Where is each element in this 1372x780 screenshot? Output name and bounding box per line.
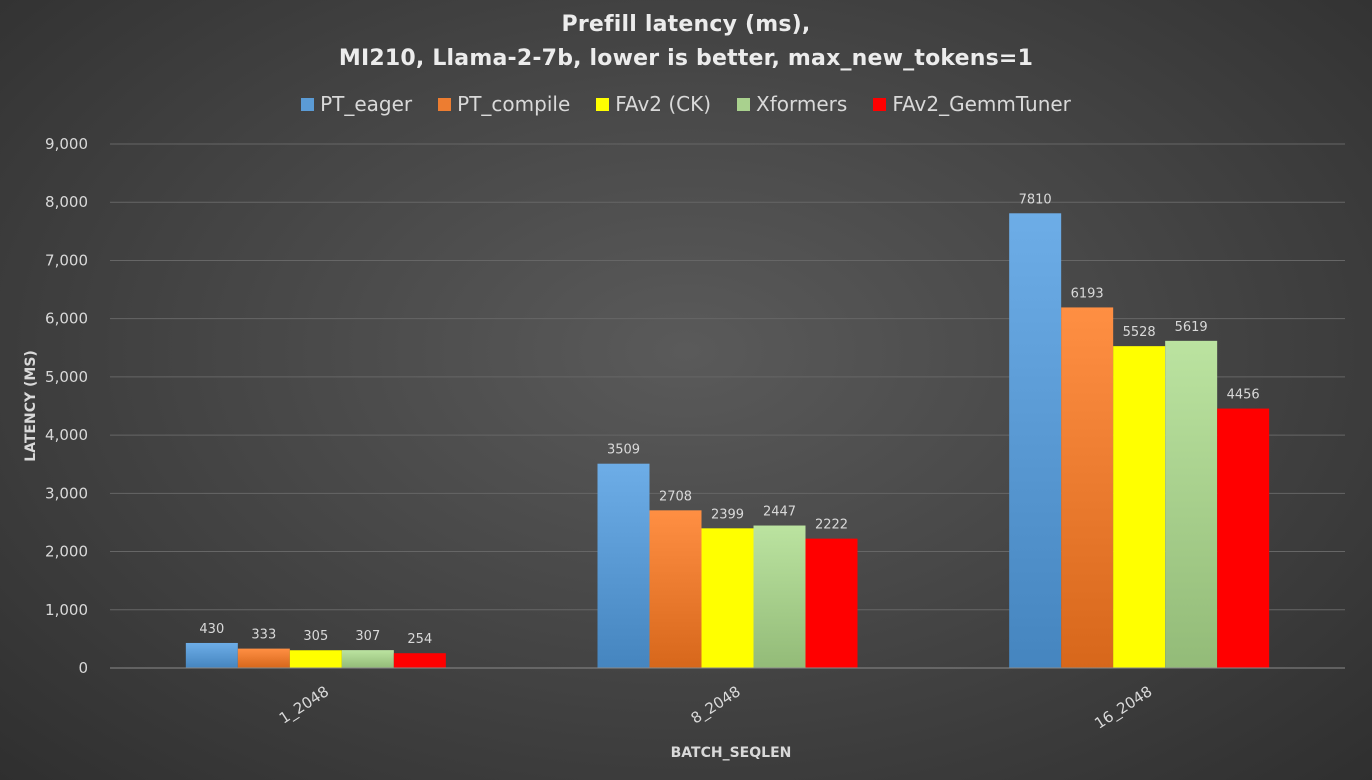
- legend-label: PT_compile: [457, 92, 571, 116]
- legend-item: FAv2_GemmTuner: [873, 92, 1071, 116]
- legend-label: FAv2 (CK): [615, 92, 712, 116]
- bar: [341, 650, 394, 668]
- data-label: 333: [251, 628, 276, 643]
- data-label: 2708: [659, 489, 692, 504]
- bar: [805, 538, 858, 668]
- x-category-label: 1_2048: [276, 682, 333, 728]
- legend-swatch: [438, 97, 452, 111]
- bar: [1113, 346, 1166, 668]
- y-tick-label: 6,000: [45, 310, 88, 328]
- bar: [1165, 340, 1218, 668]
- data-label: 4456: [1227, 388, 1260, 403]
- data-label: 2447: [763, 505, 796, 520]
- legend-item: FAv2 (CK): [596, 92, 711, 116]
- data-label: 3509: [607, 443, 640, 458]
- x-category-label: 16_2048: [1091, 682, 1156, 733]
- bar: [1217, 408, 1270, 668]
- y-tick-label: 2,000: [45, 543, 88, 561]
- bars: [185, 213, 1270, 669]
- y-tick-label: 4,000: [45, 426, 88, 444]
- data-labels: 430 333 305 307 254 3509 2708 2399 2447 2222 7810 6…: [199, 192, 1259, 647]
- legend-swatch: [873, 97, 887, 111]
- y-tick-label: 5,000: [45, 368, 88, 386]
- y-tick-label: 7,000: [45, 251, 88, 269]
- legend-item: PT_eager: [301, 92, 412, 116]
- bar: [649, 510, 702, 668]
- data-label: 2399: [711, 507, 744, 522]
- data-label: 5619: [1175, 320, 1208, 335]
- data-label: 254: [407, 632, 432, 647]
- y-tick-label: 9,000: [45, 135, 88, 153]
- x-axis-categories: 1_2048 8_2048 16_2048: [276, 682, 1156, 733]
- data-label: 307: [355, 629, 380, 644]
- chart-title: Prefill latency (ms),: [561, 12, 811, 37]
- bar: [289, 650, 342, 668]
- legend: PT_eager PT_compile FAv2 (CK) Xformers FAv2_…: [0, 92, 1372, 116]
- y-tick-label: 3,000: [45, 484, 88, 502]
- legend-item: Xformers: [737, 92, 847, 116]
- x-category-label: 8_2048: [688, 682, 745, 728]
- data-label: 7810: [1019, 192, 1052, 207]
- data-label: 2222: [815, 518, 848, 533]
- bar: [753, 525, 806, 668]
- bar: [1061, 307, 1114, 668]
- legend-swatch: [596, 97, 610, 111]
- bar: [237, 648, 290, 668]
- x-axis-title: BATCH_SEQLEN: [671, 745, 792, 761]
- bar: [701, 528, 754, 668]
- data-label: 6193: [1071, 286, 1104, 301]
- legend-swatch: [737, 97, 751, 111]
- bar: [597, 463, 650, 668]
- y-tick-label: 0: [78, 659, 88, 677]
- legend-label: PT_eager: [320, 92, 413, 116]
- data-label: 305: [303, 629, 328, 644]
- legend-label: FAv2_GemmTuner: [892, 92, 1071, 116]
- bar: [393, 653, 446, 668]
- y-axis-ticks: 0 1,000 2,000 3,000 4,000 5,000 6,000 7,000 8,00…: [45, 135, 88, 677]
- legend-swatch: [301, 97, 315, 111]
- bar: [1009, 213, 1062, 669]
- data-label: 430: [199, 622, 224, 637]
- y-axis-title: LATENCY (MS): [23, 350, 39, 462]
- legend-label: Xformers: [756, 92, 848, 116]
- data-label: 5528: [1123, 325, 1156, 340]
- y-tick-label: 1,000: [45, 601, 88, 619]
- bar: [185, 642, 238, 668]
- legend-item: PT_compile: [438, 92, 570, 116]
- y-tick-label: 8,000: [45, 193, 88, 211]
- chart-subtitle: MI210, Llama-2-7b, lower is better, max_…: [338, 46, 1034, 71]
